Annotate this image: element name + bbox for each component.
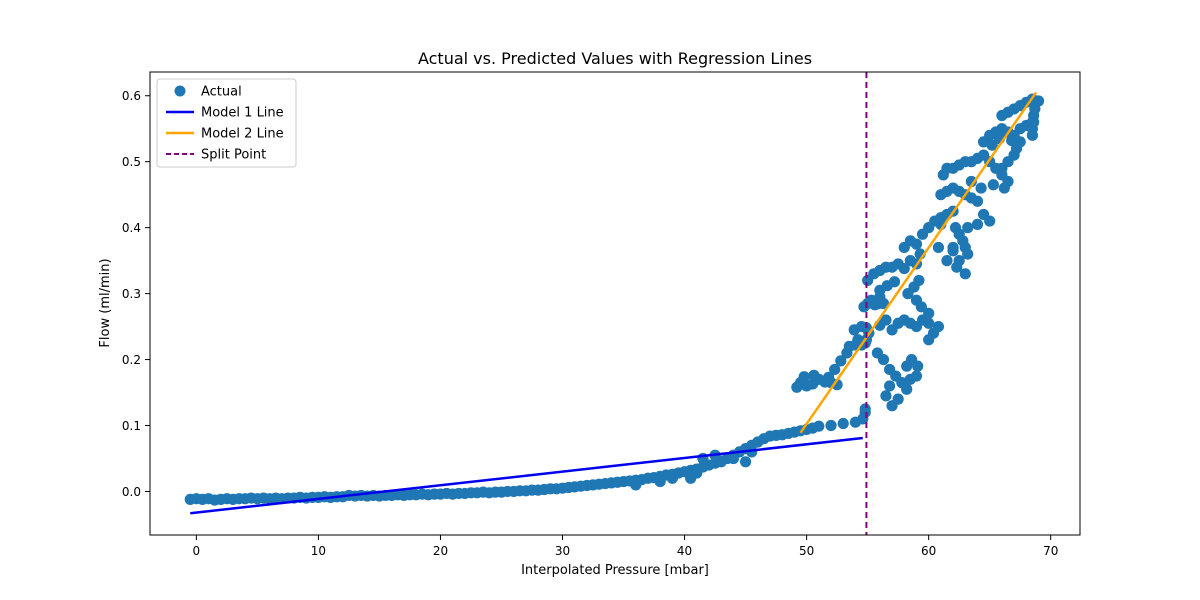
- actual-point: [932, 241, 945, 254]
- actual-point: [877, 353, 890, 366]
- model-2-line: [799, 91, 1038, 434]
- actual-point: [951, 261, 963, 273]
- y-axis-label: Flow (ml/min): [98, 258, 113, 347]
- legend-box: [156, 78, 297, 168]
- actual-point: [912, 360, 924, 372]
- actual-point: [808, 369, 820, 381]
- actual-point: [910, 294, 923, 306]
- actual-point: [739, 456, 752, 468]
- actual-point: [798, 371, 810, 383]
- actual-point: [892, 393, 904, 405]
- actual-point: [880, 390, 892, 402]
- y-tick-label: 0.1: [122, 419, 141, 433]
- actual-point: [654, 475, 666, 488]
- actual-point: [910, 238, 923, 250]
- legend-label: Model 1 Line: [201, 106, 284, 121]
- actual-point: [825, 419, 837, 432]
- actual-point: [987, 179, 999, 191]
- actual-point: [998, 182, 1010, 194]
- x-tick-label: 0: [193, 544, 201, 558]
- actual-point: [941, 255, 953, 267]
- actual-point: [923, 317, 935, 329]
- actual-point: [727, 452, 739, 465]
- actual-point: [1029, 103, 1041, 115]
- actual-point: [971, 218, 984, 230]
- actual-point: [715, 456, 727, 468]
- actual-point: [822, 371, 835, 383]
- actual-point: [923, 307, 935, 319]
- actual-point: [884, 380, 896, 392]
- actual-point: [691, 467, 703, 479]
- actual-point: [813, 420, 825, 432]
- x-tick-label: 70: [1043, 544, 1058, 558]
- y-tick-label: 0.0: [122, 485, 141, 499]
- legend-marker-actual: [174, 85, 186, 97]
- actual-point: [932, 320, 945, 333]
- actual-point: [829, 363, 841, 376]
- actual-point: [962, 222, 974, 234]
- x-tick-label: 20: [433, 544, 448, 558]
- y-tick-label: 0.4: [122, 221, 141, 235]
- actual-point: [666, 472, 678, 484]
- y-tick-label: 0.2: [122, 353, 141, 367]
- actual-point: [1014, 136, 1026, 148]
- actual-point: [984, 215, 996, 227]
- actual-point: [877, 297, 890, 310]
- y-tick-label: 0.6: [122, 89, 141, 103]
- actual-point: [971, 195, 984, 207]
- actual-point: [859, 403, 871, 415]
- actual-point: [888, 276, 901, 288]
- actual-point: [880, 314, 892, 326]
- x-tick-label: 50: [799, 544, 814, 558]
- actual-point: [852, 334, 864, 346]
- legend-label: Split Point: [201, 148, 266, 163]
- y-axis: 0.0 0.1 0.2 0.3 0.4 0.5 0.6: [122, 89, 150, 499]
- actual-point: [910, 370, 923, 382]
- actual-point: [959, 268, 971, 280]
- actual-point: [901, 383, 913, 395]
- actual-point: [630, 479, 642, 491]
- x-tick-label: 30: [555, 544, 570, 558]
- x-axis: 0 10 20 30 40 50 60 70: [193, 535, 1058, 558]
- actual-point: [835, 355, 847, 367]
- actual-point: [962, 248, 974, 260]
- model-1-line: [190, 436, 863, 515]
- legend-label: Actual: [201, 85, 242, 100]
- chart-title: Actual vs. Predicted Values with Regress…: [418, 49, 812, 68]
- x-tick-label: 60: [921, 544, 936, 558]
- legend: Actual Model 1 Line Model 2 Line Split Poin…: [156, 78, 297, 168]
- plot-area: [184, 72, 1045, 535]
- actual-point: [965, 175, 977, 188]
- actual-point: [986, 139, 998, 151]
- actual-point: [947, 241, 959, 254]
- y-tick-label: 0.3: [122, 287, 141, 301]
- actual-point: [975, 182, 987, 194]
- y-tick-label: 0.5: [122, 155, 141, 169]
- actual-point: [913, 274, 925, 287]
- actual-point: [837, 417, 849, 430]
- axes-frame: [149, 71, 1081, 536]
- actual-point: [898, 262, 910, 275]
- legend-label: Model 2 Line: [201, 127, 284, 142]
- x-axis-label: Interpolated Pressure [mbar]: [521, 563, 709, 578]
- x-tick-label: 40: [677, 544, 692, 558]
- x-tick-label: 10: [311, 544, 326, 558]
